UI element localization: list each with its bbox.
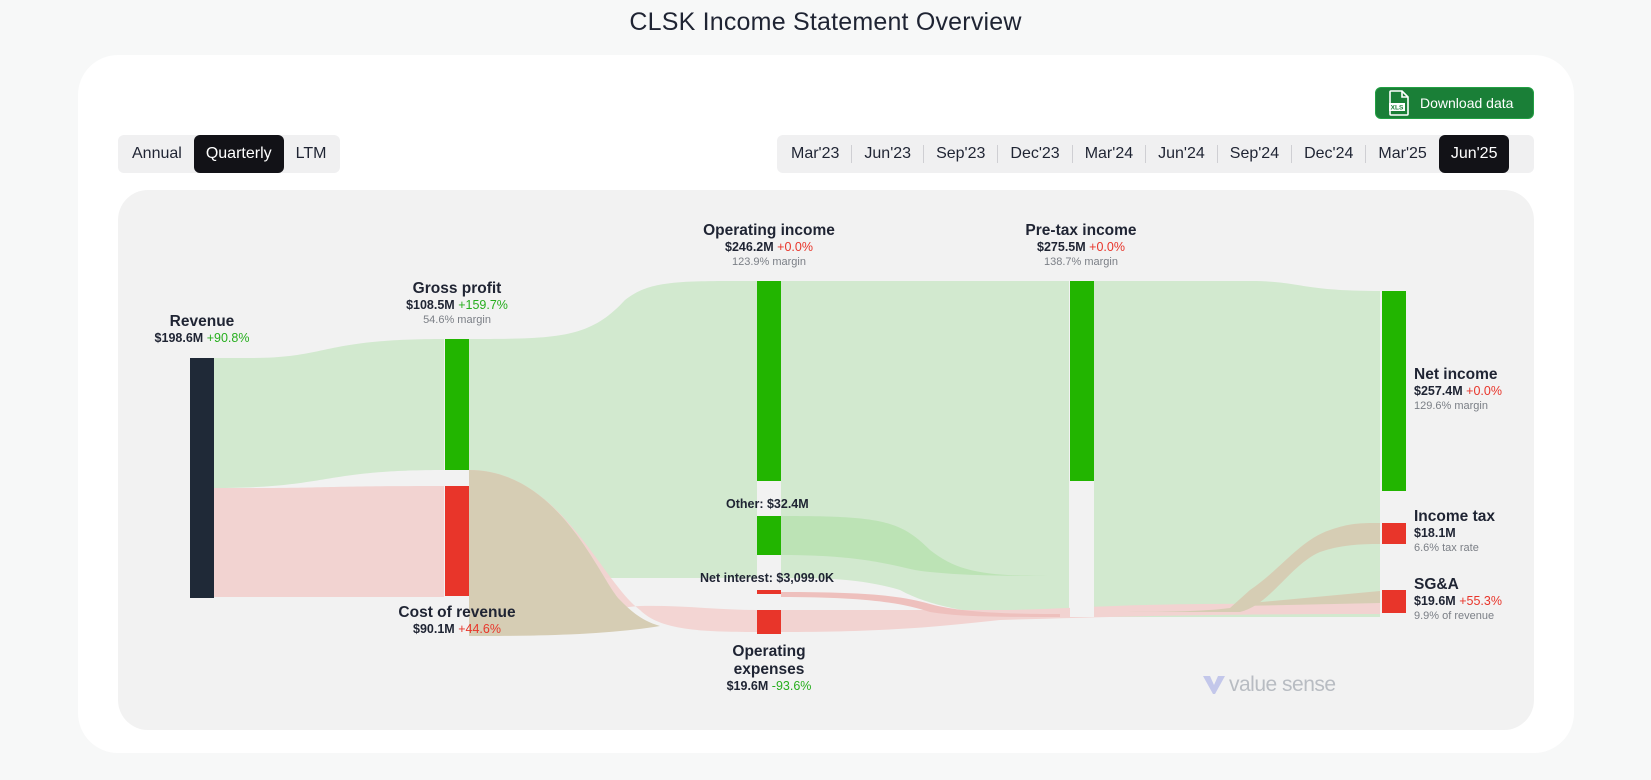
flow-pretax-netincome bbox=[1094, 281, 1380, 617]
label-gross-profit: Gross profit $108.5M +159.7% 54.6% margi… bbox=[406, 280, 508, 326]
download-label: Download data bbox=[1420, 95, 1514, 111]
bar-net-interest bbox=[757, 590, 781, 594]
xls-file-icon: XLS bbox=[1389, 90, 1409, 116]
label-net-income: Net income $257.4M +0.0% 129.6% margin bbox=[1414, 366, 1502, 412]
period-mar25[interactable]: Mar'25 bbox=[1378, 145, 1427, 162]
download-data-button[interactable]: XLS Download data bbox=[1375, 87, 1534, 119]
label-cost-of-revenue: Cost of revenue $90.1M +44.6% bbox=[398, 604, 516, 636]
period-dec24[interactable]: Dec'24 bbox=[1304, 145, 1354, 162]
period-jun24[interactable]: Jun'24 bbox=[1158, 145, 1205, 162]
period-jun25[interactable]: Jun'25 bbox=[1438, 135, 1510, 173]
label-other: Other: $32.4M bbox=[726, 497, 809, 511]
label-pretax-income: Pre-tax income $275.5M +0.0% 138.7% marg… bbox=[1025, 222, 1137, 268]
label-income-tax: Income tax $18.1M 6.6% tax rate bbox=[1414, 508, 1495, 554]
label-sga: SG&A $19.6M +55.3% 9.9% of revenue bbox=[1414, 576, 1502, 622]
tab-quarterly[interactable]: Quarterly bbox=[193, 135, 284, 173]
label-net-interest: Net interest: $3,099.0K bbox=[700, 571, 835, 585]
flow-revenue-grossprofit bbox=[214, 339, 444, 488]
flow-other-pretax bbox=[781, 516, 1060, 576]
period-mar24[interactable]: Mar'24 bbox=[1084, 145, 1134, 162]
page-title: CLSK Income Statement Overview bbox=[629, 8, 1022, 36]
bar-income-tax bbox=[1382, 523, 1406, 544]
value-sense-v-icon bbox=[1203, 676, 1225, 694]
flow-netinterest-pretax bbox=[781, 592, 1060, 617]
bar-cost-of-revenue bbox=[445, 486, 469, 596]
bar-operating-income bbox=[757, 281, 781, 481]
bar-operating-expenses bbox=[757, 610, 781, 634]
flow-pretax-sga-overlap bbox=[1240, 591, 1380, 606]
tab-annual[interactable]: Annual bbox=[132, 145, 182, 162]
period-jun23[interactable]: Jun'23 bbox=[864, 145, 912, 162]
label-operating-expenses: Operating expenses $19.6M -93.6% bbox=[726, 643, 812, 693]
bar-other bbox=[757, 516, 781, 555]
watermark-text: value sense bbox=[1229, 673, 1336, 696]
bar-gross-profit bbox=[445, 339, 469, 470]
bar-net-income bbox=[1382, 291, 1406, 491]
flow-cor-opincome-overlap bbox=[469, 470, 660, 636]
flow-revenue-cor bbox=[214, 486, 444, 597]
period-dec23[interactable]: Dec'23 bbox=[1010, 145, 1060, 162]
bar-pretax-income-gap bbox=[1070, 481, 1094, 617]
watermark-logo: value sense bbox=[1202, 673, 1336, 697]
period-sep24[interactable]: Sep'24 bbox=[1229, 145, 1280, 162]
period-type-toggle: Annual Quarterly LTM bbox=[118, 135, 340, 173]
label-revenue: Revenue $198.6M +90.8% bbox=[154, 313, 250, 345]
period-mar23[interactable]: Mar'23 bbox=[791, 145, 840, 162]
bar-revenue bbox=[190, 358, 214, 598]
svg-text:XLS: XLS bbox=[1391, 105, 1404, 112]
sankey-svg bbox=[190, 280, 1406, 636]
flow-tax bbox=[1110, 523, 1380, 612]
sankey-chart bbox=[118, 190, 1534, 730]
bar-pretax-income bbox=[1070, 281, 1094, 481]
period-sep23[interactable]: Sep'23 bbox=[936, 145, 986, 162]
tab-ltm[interactable]: LTM bbox=[295, 145, 327, 162]
label-operating-income: Operating income $246.2M +0.0% 123.9% ma… bbox=[703, 222, 835, 268]
bar-sga bbox=[1382, 590, 1406, 613]
period-selector: Mar'23 Jun'23 Sep'23 Dec'23 Mar'24 Jun'2… bbox=[777, 135, 1534, 173]
